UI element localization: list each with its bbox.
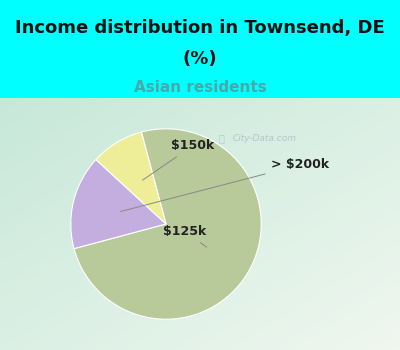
Text: City-Data.com: City-Data.com <box>233 134 297 142</box>
Text: Income distribution in Townsend, DE: Income distribution in Townsend, DE <box>15 19 385 37</box>
Text: (%): (%) <box>183 50 217 68</box>
Wedge shape <box>74 129 261 319</box>
Text: $150k: $150k <box>143 139 214 180</box>
Text: Asian residents: Asian residents <box>134 79 266 94</box>
Text: $125k: $125k <box>164 225 207 247</box>
Wedge shape <box>96 132 166 224</box>
Wedge shape <box>71 160 166 248</box>
Text: ⓘ: ⓘ <box>218 134 224 143</box>
Text: > $200k: > $200k <box>121 159 329 211</box>
